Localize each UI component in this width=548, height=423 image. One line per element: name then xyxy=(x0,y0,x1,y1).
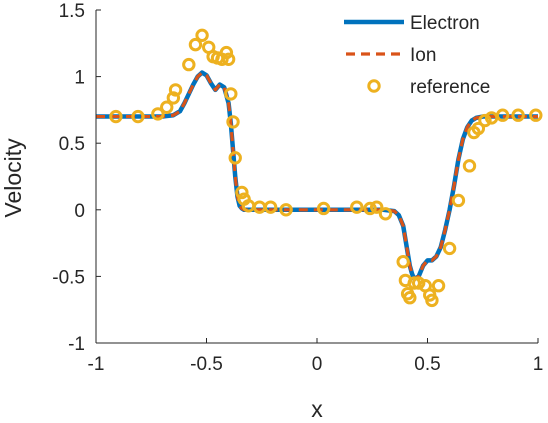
reference-point xyxy=(226,115,240,129)
y-tick-label: 1 xyxy=(74,68,85,89)
reference-point xyxy=(219,45,234,60)
legend-label: reference xyxy=(410,77,490,98)
reference-point xyxy=(529,108,543,122)
legend-label: Electron xyxy=(410,13,480,34)
x-tick-label: 0.5 xyxy=(414,354,440,375)
reference-point xyxy=(411,276,426,290)
plot-area xyxy=(96,28,543,308)
reference-point xyxy=(451,193,466,208)
reference-point xyxy=(495,108,510,122)
reference-point xyxy=(462,159,477,173)
x-tick-label: -1 xyxy=(88,354,105,375)
reference-point xyxy=(160,100,174,114)
reference-point xyxy=(425,293,439,308)
reference-point xyxy=(471,121,486,136)
reference-point xyxy=(195,28,209,43)
reference-point xyxy=(188,37,203,52)
reference-point xyxy=(396,255,410,269)
reference-point xyxy=(228,151,242,165)
reference-point xyxy=(166,91,181,105)
axes xyxy=(95,9,539,344)
reference-point xyxy=(378,207,393,221)
reference-point xyxy=(316,201,331,216)
reference-point xyxy=(182,57,196,72)
reference-point xyxy=(224,87,238,101)
reference-point xyxy=(131,109,145,124)
reference-point xyxy=(403,291,417,305)
x-tick-label: 0 xyxy=(312,354,323,375)
y-tick-label: 1.5 xyxy=(59,1,85,22)
reference-point xyxy=(279,203,293,217)
reference-point xyxy=(221,52,236,66)
reference-point xyxy=(442,241,457,256)
reference-point xyxy=(431,279,446,293)
x-tick-label: 1 xyxy=(533,354,544,375)
y-tick-label: -1 xyxy=(68,334,85,355)
y-axis-label: Velocity xyxy=(0,138,26,218)
y-tick-label: -0.5 xyxy=(52,267,85,288)
reference-point xyxy=(350,200,364,214)
reference-point xyxy=(369,200,384,214)
legend-marker-reference xyxy=(367,79,381,93)
x-axis-label: x xyxy=(311,396,323,422)
y-tick-label: 0.5 xyxy=(59,134,85,155)
reference-point xyxy=(511,108,525,122)
reference-point xyxy=(151,107,165,121)
reference-point xyxy=(478,113,492,128)
tick-labels: -1 -0.5 0 0.5 1 -1 -0.5 0 0.5 1 1.5 xyxy=(52,1,543,375)
reference-point xyxy=(109,109,123,124)
x-tick-label: -0.5 xyxy=(190,354,223,375)
y-tick-label: 0 xyxy=(74,201,85,222)
reference-point xyxy=(235,185,249,200)
reference-point xyxy=(263,200,278,214)
reference-point xyxy=(363,201,377,216)
reference-point xyxy=(168,83,183,97)
legend-label: Ion xyxy=(410,45,436,66)
legend: Electron Ion reference xyxy=(344,13,490,98)
